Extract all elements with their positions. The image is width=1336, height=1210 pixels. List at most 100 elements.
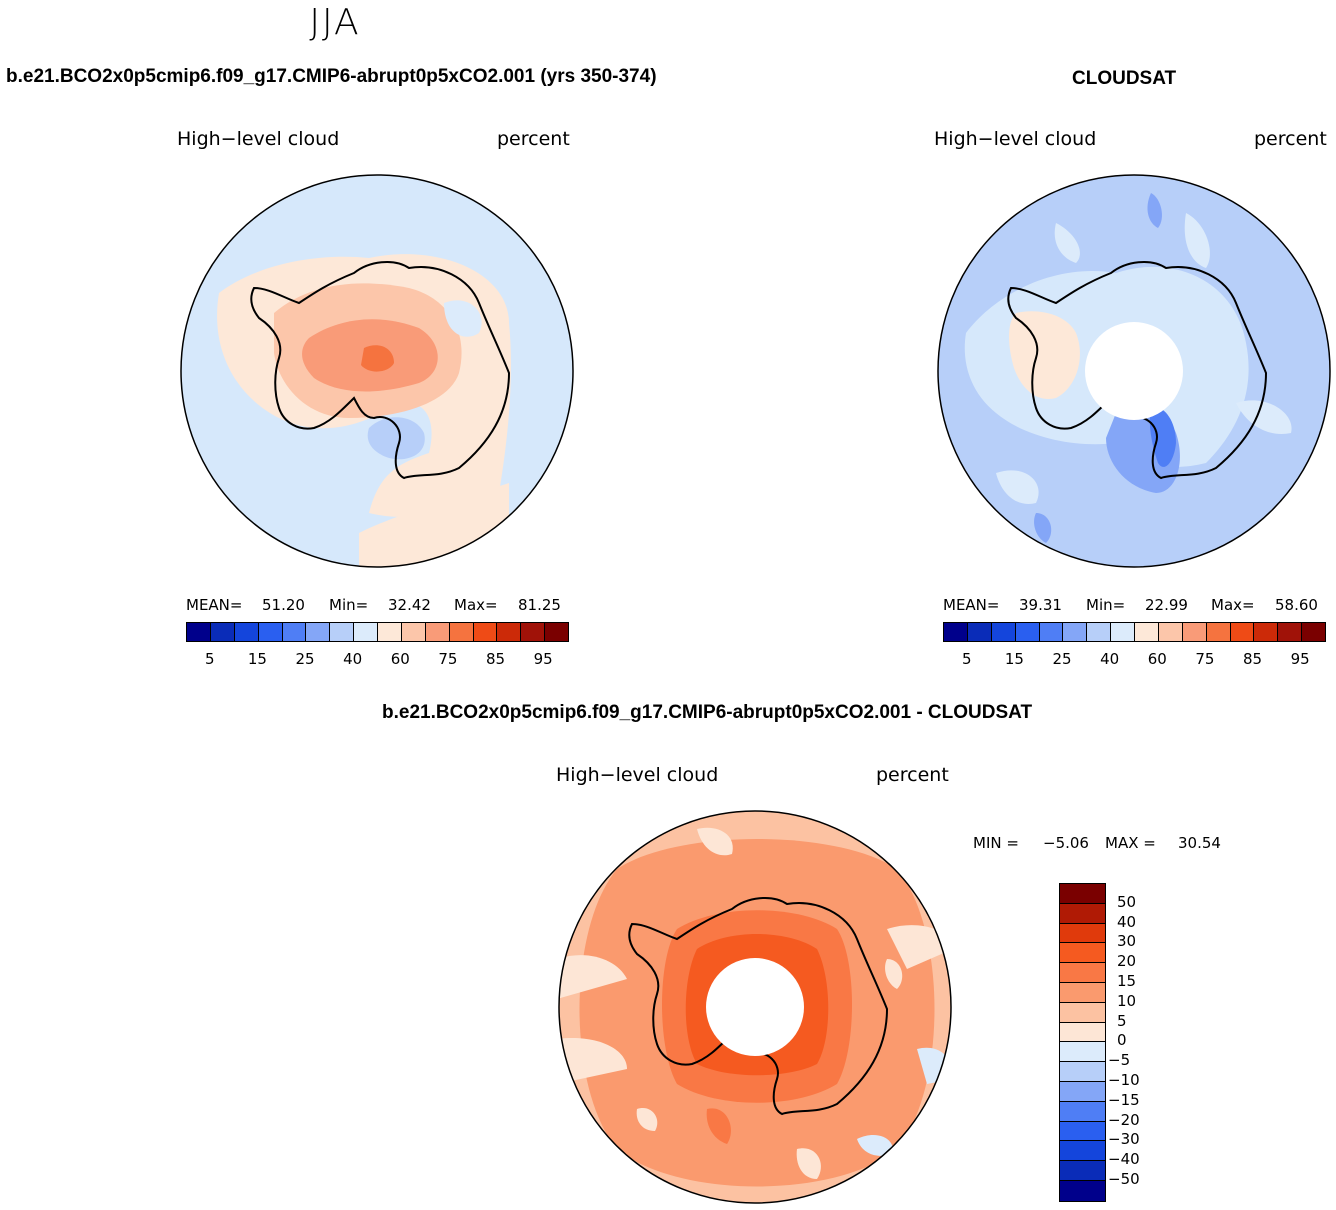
colorbar-tick-label: 60 xyxy=(390,650,410,668)
model-colorbar-ticks: 5 15 25 40 60 75 85 95 xyxy=(186,650,567,670)
colorbar-swatch xyxy=(1060,943,1105,964)
diff-min-label: MIN = xyxy=(973,834,1019,852)
colorbar-tick-label: 75 xyxy=(438,650,458,668)
colorbar-tick-label: 40 xyxy=(343,650,363,668)
diff-variable-label: High−level cloud xyxy=(556,764,719,786)
colorbar-swatch xyxy=(187,623,211,641)
colorbar-swatch xyxy=(497,623,522,641)
colorbar-tick-label: 40 xyxy=(1100,650,1120,668)
colorbar-swatch xyxy=(1060,884,1105,904)
colorbar-swatch xyxy=(210,623,235,641)
colorbar-swatch xyxy=(1135,623,1159,641)
colorbar-swatch xyxy=(1060,923,1105,944)
colorbar-swatch xyxy=(1060,1022,1105,1043)
obs-units-label: percent xyxy=(1254,128,1327,150)
colorbar-tick-label: 15 xyxy=(247,650,267,668)
colorbar-swatch xyxy=(1060,1062,1105,1082)
colorbar-swatch xyxy=(1111,623,1135,641)
colorbar-swatch xyxy=(306,623,331,641)
colorbar-swatch xyxy=(449,623,474,641)
colorbar-swatch xyxy=(1254,623,1279,641)
colorbar-swatch xyxy=(545,623,568,641)
colorbar-swatch xyxy=(378,623,402,641)
colorbar-swatch xyxy=(1060,1101,1105,1122)
colorbar-swatch xyxy=(1230,623,1255,641)
colorbar-tick-label: 5 xyxy=(1117,1011,1127,1030)
colorbar-swatch xyxy=(282,623,307,641)
colorbar-swatch xyxy=(1182,623,1207,641)
colorbar-swatch xyxy=(234,623,259,641)
obs-mean-label: MEAN= xyxy=(943,596,1000,614)
diff-panel-title: b.e21.BCO2x0p5cmip6.f09_g17.CMIP6-abrupt… xyxy=(382,702,1033,723)
diff-colorbar xyxy=(1059,883,1106,1202)
colorbar-tick-label: −40 xyxy=(1108,1150,1140,1169)
colorbar-swatch xyxy=(521,623,546,641)
model-colorbar xyxy=(186,622,569,642)
colorbar-swatch xyxy=(1060,963,1105,983)
colorbar-swatch xyxy=(1087,623,1112,641)
colorbar-tick-label: 20 xyxy=(1117,952,1137,971)
obs-polar-map xyxy=(937,174,1331,568)
colorbar-tick-label: 95 xyxy=(1290,650,1310,668)
colorbar-tick-label: −10 xyxy=(1108,1071,1140,1089)
colorbar-swatch xyxy=(1060,1081,1105,1102)
colorbar-tick-label: 15 xyxy=(1117,972,1137,990)
colorbar-swatch xyxy=(1039,623,1064,641)
model-max-label: Max= xyxy=(454,596,498,614)
model-mean-value: 51.20 xyxy=(262,596,305,614)
colorbar-tick-label: 95 xyxy=(533,650,553,668)
obs-min-value: 22.99 xyxy=(1145,596,1188,614)
colorbar-tick-label: 50 xyxy=(1117,892,1137,911)
colorbar-swatch xyxy=(1158,623,1183,641)
colorbar-swatch xyxy=(1302,623,1325,641)
diff-max-value: 30.54 xyxy=(1178,834,1221,852)
colorbar-tick-label: −5 xyxy=(1108,1051,1131,1070)
diff-max-label: MAX = xyxy=(1105,834,1156,852)
diff-polar-map xyxy=(558,810,952,1204)
colorbar-tick-label: 25 xyxy=(1052,650,1072,668)
obs-variable-label: High−level cloud xyxy=(934,128,1097,150)
model-panel-title: b.e21.BCO2x0p5cmip6.f09_g17.CMIP6-abrupt… xyxy=(6,66,657,87)
colorbar-tick-label: 60 xyxy=(1147,650,1167,668)
colorbar-swatch xyxy=(425,623,450,641)
colorbar-tick-label: 75 xyxy=(1195,650,1215,668)
obs-max-label: Max= xyxy=(1211,596,1255,614)
colorbar-tick-label: 40 xyxy=(1117,912,1137,931)
model-variable-label: High−level cloud xyxy=(177,128,340,150)
colorbar-tick-label: 0 xyxy=(1117,1031,1127,1050)
colorbar-swatch xyxy=(1206,623,1231,641)
colorbar-tick-label: −15 xyxy=(1108,1090,1140,1109)
colorbar-swatch xyxy=(1060,1121,1105,1142)
colorbar-tick-label: 5 xyxy=(205,650,215,668)
model-mean-label: MEAN= xyxy=(186,596,243,614)
colorbar-tick-label: −50 xyxy=(1108,1170,1140,1188)
colorbar-swatch xyxy=(967,623,992,641)
colorbar-tick-label: 10 xyxy=(1117,991,1137,1010)
obs-colorbar xyxy=(943,622,1326,642)
model-min-value: 32.42 xyxy=(388,596,431,614)
colorbar-tick-label: −30 xyxy=(1108,1130,1140,1149)
colorbar-swatch xyxy=(944,623,968,641)
colorbar-swatch xyxy=(991,623,1016,641)
colorbar-swatch xyxy=(1060,1180,1105,1201)
colorbar-swatch xyxy=(1015,623,1040,641)
model-units-label: percent xyxy=(497,128,570,150)
colorbar-swatch xyxy=(354,623,378,641)
colorbar-swatch xyxy=(1060,903,1105,924)
diff-colorbar-ticks: 50 40 30 20 15 10 5 0 −5 −10 −15 −20 −30 −40 −50 xyxy=(1108,883,1170,1201)
obs-panel-title: CLOUDSAT xyxy=(1072,68,1177,89)
obs-colorbar-ticks: 5 15 25 40 60 75 85 95 xyxy=(943,650,1324,670)
colorbar-swatch xyxy=(1060,1141,1105,1162)
colorbar-swatch xyxy=(1060,982,1105,1003)
colorbar-swatch xyxy=(330,623,355,641)
colorbar-tick-label: 85 xyxy=(486,650,506,668)
model-min-label: Min= xyxy=(329,596,369,614)
colorbar-tick-label: 15 xyxy=(1004,650,1024,668)
colorbar-swatch xyxy=(1060,1161,1105,1181)
colorbar-swatch xyxy=(401,623,426,641)
colorbar-swatch xyxy=(1278,623,1303,641)
colorbar-swatch xyxy=(1063,623,1088,641)
colorbar-swatch xyxy=(473,623,498,641)
model-polar-map xyxy=(180,174,574,568)
model-max-value: 81.25 xyxy=(518,596,561,614)
